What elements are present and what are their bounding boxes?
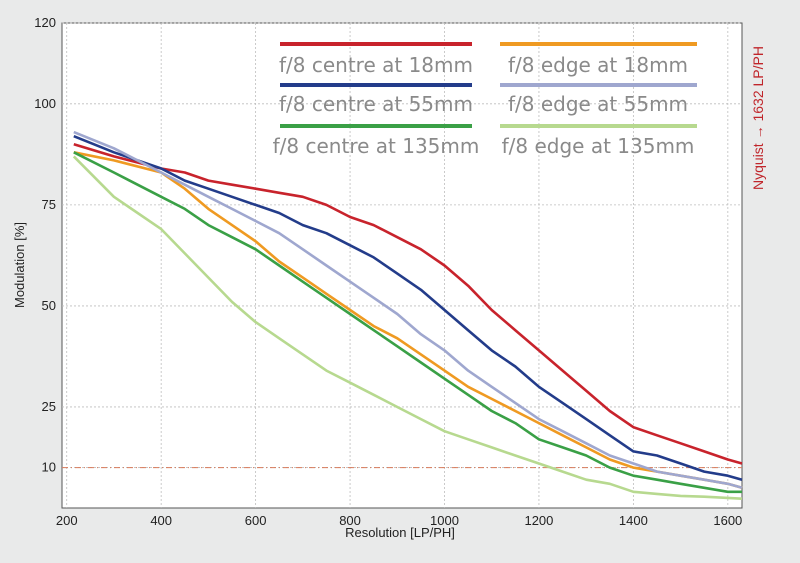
- y-tick-label: 120: [34, 15, 56, 30]
- legend-label-2: f/8 edge at 18mm: [508, 53, 688, 77]
- x-tick-label: 200: [56, 513, 78, 528]
- nyquist-label: Nyquist → 1632 LP/PH: [750, 46, 766, 190]
- x-tick-label: 600: [245, 513, 267, 528]
- legend-label-1: f/8 centre at 18mm: [279, 53, 473, 77]
- series-group: [72, 130, 743, 500]
- x-tick-label: 400: [150, 513, 172, 528]
- x-tick-label: 1600: [713, 513, 742, 528]
- x-tick-label: 1200: [524, 513, 553, 528]
- series-line-4: [73, 130, 743, 490]
- x-axis-title: Resolution [LP/PH]: [345, 525, 455, 540]
- tick-labels: 200 400 600 800 1000 1200 1400 1600 10 25 50 75 100 1…: [34, 15, 742, 528]
- series-line-2: [73, 151, 743, 490]
- x-tick-label: 800: [339, 513, 361, 528]
- series-line-6: [72, 155, 743, 500]
- y-tick-label: 50: [42, 298, 56, 313]
- legend: f/8 centre at 18mm f/8 edge at 18mm f/8 ce…: [273, 42, 697, 158]
- legend-label-6: f/8 edge at 135mm: [502, 134, 695, 158]
- y-tick-label: 25: [42, 399, 56, 414]
- series-line-1: [73, 143, 743, 465]
- y-tick-label: 10: [42, 460, 56, 475]
- legend-label-4: f/8 edge at 55mm: [508, 92, 688, 116]
- x-tick-label: 1000: [430, 513, 459, 528]
- series-line-3: [73, 134, 743, 481]
- y-tick-label: 75: [42, 197, 56, 212]
- x-tick-label: 1400: [619, 513, 648, 528]
- y-axis-title: Modulation [%]: [12, 222, 27, 308]
- legend-label-3: f/8 centre at 55mm: [279, 92, 473, 116]
- series-line-5: [73, 151, 742, 494]
- legend-label-5: f/8 centre at 135mm: [273, 134, 480, 158]
- y-tick-label: 100: [34, 96, 56, 111]
